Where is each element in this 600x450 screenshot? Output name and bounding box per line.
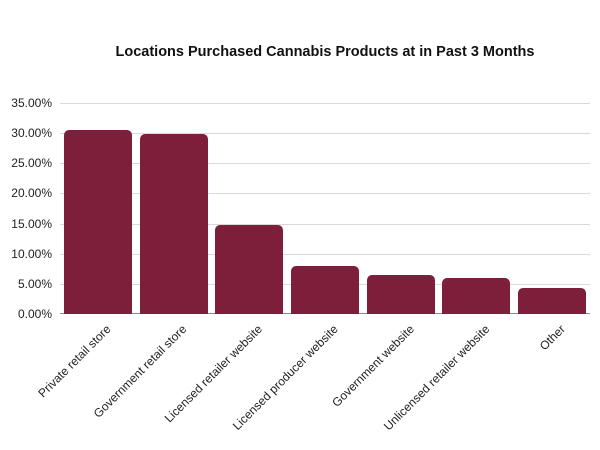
bar: [215, 225, 284, 314]
y-tick-label: 30.00%: [11, 126, 52, 141]
y-tick-label: 20.00%: [11, 186, 52, 201]
gridline: [60, 103, 590, 104]
plot-area: [60, 103, 590, 314]
bar: [291, 266, 359, 314]
gridline: [60, 163, 590, 165]
gridline: [60, 223, 590, 225]
y-tick-label: 35.00%: [11, 96, 52, 110]
x-tick-label: Private retail store: [35, 322, 114, 401]
x-tick-label: Other: [536, 322, 569, 354]
bar: [366, 274, 435, 314]
y-tick-label: 25.00%: [11, 156, 52, 171]
gridline: [60, 133, 590, 135]
bar: [518, 288, 587, 314]
x-tick-label: Government website: [328, 322, 417, 410]
y-tick-label: 5.00%: [17, 276, 52, 291]
y-tick-label: 10.00%: [11, 246, 52, 261]
bar: [63, 130, 132, 314]
y-tick-label: 15.00%: [11, 216, 52, 231]
bar: [139, 133, 208, 314]
bar: [442, 277, 511, 314]
y-tick-label: 0.00%: [17, 307, 52, 321]
gridline: [60, 253, 590, 255]
gridline: [60, 193, 590, 195]
chart-title: Locations Purchased Cannabis Products at…: [115, 44, 535, 60]
